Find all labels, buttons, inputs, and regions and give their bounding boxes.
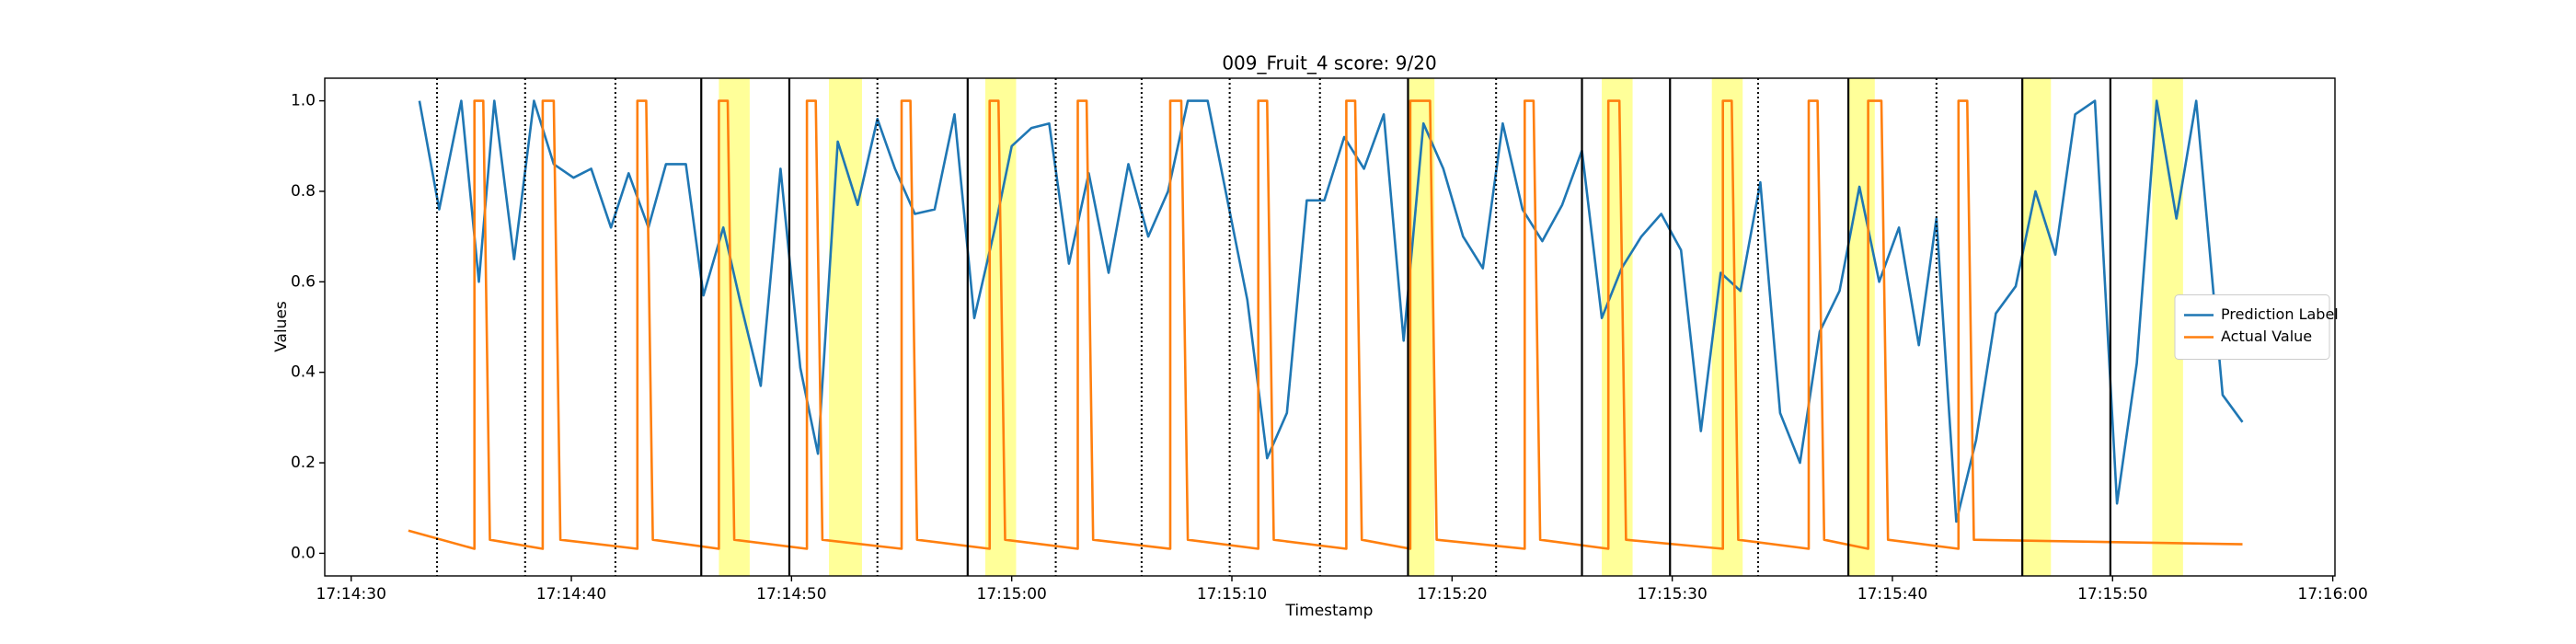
x-axis-label: Timestamp xyxy=(1285,602,1374,620)
highlight-span xyxy=(2022,78,2052,576)
y-tick-label: 1.0 xyxy=(291,92,316,110)
x-tick-label: 17:15:40 xyxy=(1857,585,1927,604)
y-axis-label: Values xyxy=(272,301,291,352)
highlight-span xyxy=(829,78,862,576)
x-tick-label: 17:15:50 xyxy=(2077,585,2147,604)
y-tick-label: 0.6 xyxy=(291,272,316,291)
legend-box xyxy=(2174,294,2330,360)
x-tick-label: 17:15:00 xyxy=(977,585,1047,604)
x-tick-label: 17:15:30 xyxy=(1637,585,1707,604)
chart-title: 009_Fruit_4 score: 9/20 xyxy=(1222,52,1436,75)
plot-frame xyxy=(324,77,2336,577)
y-tick-label: 0.0 xyxy=(291,544,316,562)
x-tick-label: 17:16:00 xyxy=(2297,585,2367,604)
y-tick-label: 0.4 xyxy=(291,363,316,382)
y-tick-label: 0.2 xyxy=(291,454,316,472)
series-line xyxy=(418,99,2244,523)
x-tick-label: 17:15:10 xyxy=(1197,585,1267,604)
x-tick-label: 17:14:50 xyxy=(756,585,826,604)
x-tick-label: 17:14:40 xyxy=(536,585,606,604)
series-line xyxy=(408,99,2243,550)
legend-label: Prediction Label xyxy=(2221,305,2339,323)
x-tick-label: 17:15:20 xyxy=(1417,585,1487,604)
highlight-span xyxy=(1848,78,1875,576)
y-tick-label: 0.8 xyxy=(291,182,316,201)
legend-label: Actual Value xyxy=(2221,328,2312,345)
x-tick-label: 17:14:30 xyxy=(316,585,386,604)
highlight-span xyxy=(1602,78,1633,576)
